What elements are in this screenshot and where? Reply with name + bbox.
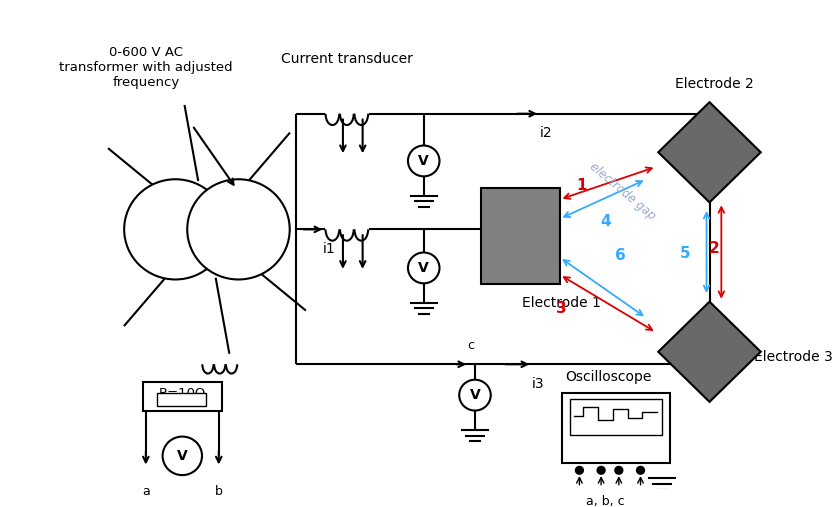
Bar <box>570 399 662 435</box>
Circle shape <box>408 252 439 283</box>
Text: 3: 3 <box>556 301 567 316</box>
Circle shape <box>597 466 605 474</box>
Text: 4: 4 <box>601 214 612 229</box>
Text: electrode gap: electrode gap <box>587 160 659 222</box>
Circle shape <box>615 466 622 474</box>
Text: 2: 2 <box>709 241 720 256</box>
Text: Electrode 1: Electrode 1 <box>522 296 601 310</box>
Bar <box>157 393 206 406</box>
Text: a, b, c: a, b, c <box>585 495 624 507</box>
Bar <box>143 382 222 411</box>
Text: V: V <box>177 449 187 463</box>
Text: a: a <box>142 485 150 498</box>
Text: i3: i3 <box>532 377 545 391</box>
Text: i1: i1 <box>323 242 336 256</box>
Bar <box>480 188 559 284</box>
Text: Electrode 3: Electrode 3 <box>753 350 832 364</box>
Text: 6: 6 <box>616 248 626 263</box>
Bar <box>562 393 670 462</box>
Polygon shape <box>659 302 761 402</box>
Circle shape <box>163 437 202 475</box>
Text: Electrode 2: Electrode 2 <box>675 77 753 91</box>
Text: c: c <box>467 339 474 352</box>
Text: V: V <box>470 388 480 402</box>
Circle shape <box>124 179 227 279</box>
Circle shape <box>187 179 290 279</box>
Text: Current transducer: Current transducer <box>281 52 412 65</box>
Circle shape <box>575 466 583 474</box>
Text: b: b <box>215 485 223 498</box>
Polygon shape <box>659 102 761 202</box>
Circle shape <box>408 146 439 176</box>
Text: i2: i2 <box>540 126 553 140</box>
Circle shape <box>637 466 644 474</box>
Text: 1: 1 <box>576 178 586 194</box>
Text: 0-600 V AC
transformer with adjusted
frequency: 0-600 V AC transformer with adjusted fre… <box>59 46 233 89</box>
Circle shape <box>459 380 491 411</box>
Text: R=10Ω: R=10Ω <box>159 387 206 401</box>
Text: Oscilloscope: Oscilloscope <box>565 370 652 384</box>
Text: 5: 5 <box>680 246 690 261</box>
Text: V: V <box>418 154 429 168</box>
Text: V: V <box>418 261 429 275</box>
